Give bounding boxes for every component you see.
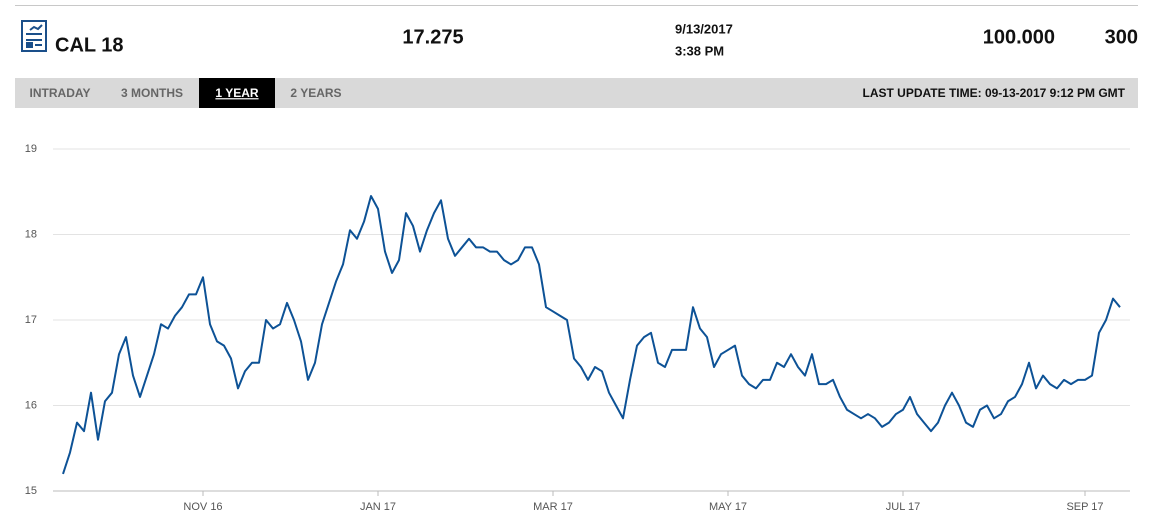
x-tick-label: SEP 17 [1066, 501, 1103, 513]
y-tick-label: 18 [25, 228, 37, 240]
tab[interactable]: 3 MONTHS [121, 86, 183, 100]
x-tick-label: NOV 16 [183, 501, 222, 513]
tab[interactable]: INTRADAY [30, 86, 91, 100]
x-tick-label: JAN 17 [360, 501, 396, 513]
y-tick-label: 19 [25, 143, 37, 155]
y-tick-label: 16 [25, 399, 37, 411]
chart: 15 16 17 18 19 NOV 16 JAN 17 MAR 17 MAY 17 JUL 17… [25, 143, 1130, 513]
y-tick-label: 15 [25, 485, 37, 497]
volume: 100.000 [983, 26, 1055, 48]
x-tick-label: MAR 17 [533, 501, 573, 513]
price-line [62, 195, 1121, 475]
price: 17.275 [402, 26, 463, 48]
tab[interactable]: 2 YEARS [290, 86, 341, 100]
x-tick-label: MAY 17 [709, 501, 747, 513]
x-tick-label: JUL 17 [886, 501, 920, 513]
quote-time: 3:38 PM [675, 43, 724, 58]
tab[interactable]: 1 YEAR [215, 86, 258, 100]
tabs: INTRADAY 3 MONTHS 1 YEAR 2 YEARS [30, 78, 342, 108]
symbol-icon [21, 20, 47, 52]
symbol: CAL 18 [55, 34, 124, 56]
quote-date: 9/13/2017 [675, 21, 733, 36]
tab-active-bg [199, 78, 275, 108]
y-tick-label: 17 [25, 314, 37, 326]
last-update: LAST UPDATE TIME: 09-13-2017 9:12 PM GMT [863, 86, 1126, 100]
open-interest: 300 [1105, 26, 1138, 48]
